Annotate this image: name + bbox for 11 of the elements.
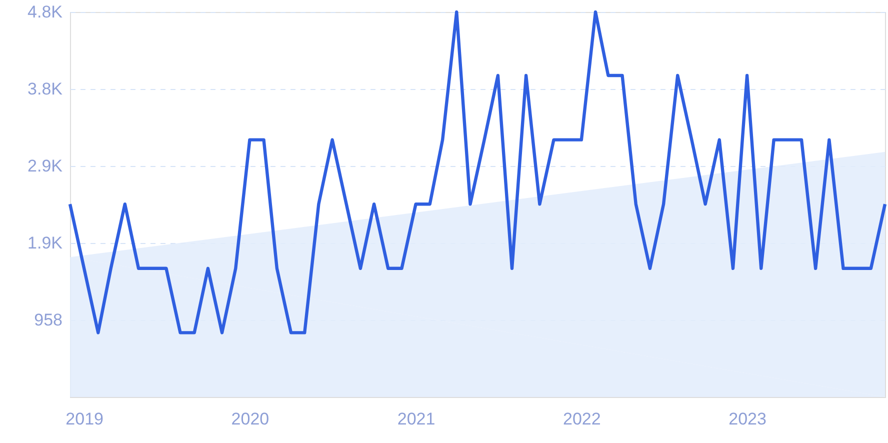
line-series xyxy=(68,10,887,334)
y-tick-label: 958 xyxy=(34,310,62,330)
x-tick-label: 2022 xyxy=(563,410,601,428)
y-tick-label: 1.9K xyxy=(28,234,64,252)
x-tick-label: 2021 xyxy=(397,410,436,428)
x-tick-label: 2020 xyxy=(231,410,270,428)
y-tick-label: 2.9K xyxy=(28,156,64,176)
x-tick-label: 2019 xyxy=(66,410,104,428)
x-tick-label: 2023 xyxy=(728,410,766,428)
y-tick-label: 4.8K xyxy=(28,2,64,22)
y-tick-label: 3.8K xyxy=(28,80,64,98)
